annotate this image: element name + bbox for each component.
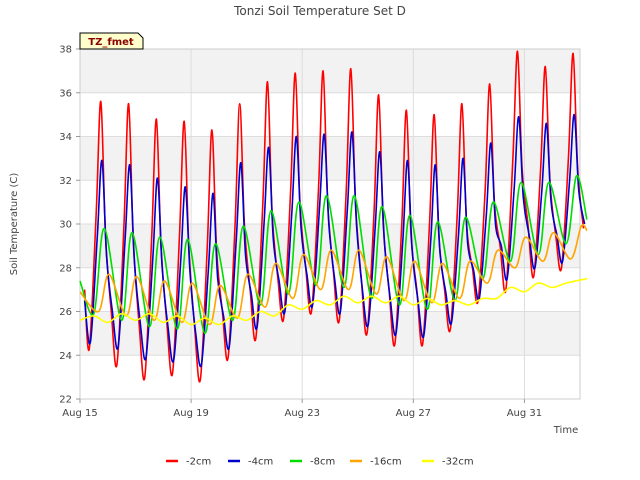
- x-tick-label: Aug 27: [396, 408, 431, 419]
- legend-label: -2cm: [186, 457, 211, 468]
- y-tick-label: 22: [59, 395, 72, 406]
- y-tick-label: 30: [59, 220, 72, 231]
- series-layer: [79, 50, 588, 383]
- y-axis-ticks: 22 24 26 28 30 32 34 36 38: [59, 45, 80, 406]
- series-line-16cmcm: [79, 223, 588, 326]
- legend-label: -8cm: [310, 457, 335, 468]
- y-tick-label: 38: [59, 45, 72, 56]
- plot-band: [80, 49, 580, 93]
- legend-item: -4cm: [228, 457, 273, 468]
- x-axis-ticks: Aug 15 Aug 19 Aug 23 Aug 27 Aug 31: [62, 399, 542, 419]
- y-tick-label: 28: [59, 263, 72, 274]
- legend-label: -16cm: [370, 457, 402, 468]
- plot-band: [80, 355, 580, 399]
- site-badge-box: [79, 32, 144, 50]
- legend-item: -8cm: [290, 457, 335, 468]
- legend: -2cm -4cm -8cm -16cm -32cm: [166, 457, 474, 468]
- y-tick-label: 36: [59, 88, 72, 99]
- site-badge: TZ_fmet: [79, 32, 144, 50]
- x-tick-label: Aug 31: [507, 408, 542, 419]
- y-tick-label: 34: [59, 132, 72, 143]
- x-tick-label: Aug 19: [173, 408, 208, 419]
- series-line-32cmcm: [79, 277, 588, 326]
- y-tick-label: 26: [59, 307, 72, 318]
- y-tick-label: 24: [59, 351, 72, 362]
- legend-item: -16cm: [350, 457, 402, 468]
- legend-item: -32cm: [422, 457, 474, 468]
- series-line-4cmcm: [83, 113, 586, 368]
- x-tick-label: Aug 23: [285, 408, 320, 419]
- series-line-8cmcm: [79, 175, 588, 335]
- chart-title: Tonzi Soil Temperature Set D: [233, 4, 406, 18]
- legend-label: -32cm: [442, 457, 474, 468]
- plot-band: [80, 311, 580, 356]
- plot-band: [80, 92, 580, 137]
- x-tick-label: Aug 15: [62, 408, 97, 419]
- plot-band: [80, 136, 580, 181]
- x-axis-title: Time: [553, 425, 578, 436]
- plot-band: [80, 180, 580, 224]
- legend-item: -2cm: [166, 457, 211, 468]
- site-badge-label: TZ_fmet: [88, 37, 134, 48]
- y-tick-label: 32: [59, 176, 72, 187]
- y-axis-title: Soil Temperature (C): [9, 173, 20, 276]
- legend-label: -4cm: [248, 457, 273, 468]
